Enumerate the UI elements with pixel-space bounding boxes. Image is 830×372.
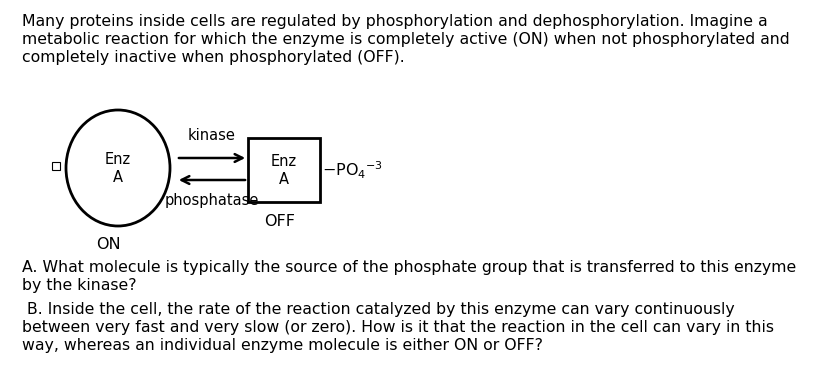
Bar — [248, 138, 320, 202]
Text: A: A — [113, 170, 123, 186]
Text: Enz: Enz — [271, 154, 297, 170]
Text: kinase: kinase — [188, 128, 236, 143]
Text: between very fast and very slow (or zero). How is it that the reaction in the ce: between very fast and very slow (or zero… — [22, 320, 774, 335]
Text: way, whereas an individual enzyme molecule is either ON or OFF?: way, whereas an individual enzyme molecu… — [22, 338, 543, 353]
Text: B. Inside the cell, the rate of the reaction catalyzed by this enzyme can vary c: B. Inside the cell, the rate of the reac… — [22, 302, 735, 317]
Text: completely inactive when phosphorylated (OFF).: completely inactive when phosphorylated … — [22, 50, 405, 65]
Text: by the kinase?: by the kinase? — [22, 278, 137, 293]
Text: metabolic reaction for which the enzyme is completely active (ON) when not phosp: metabolic reaction for which the enzyme … — [22, 32, 789, 47]
Text: $-\mathrm{PO_4}^{-3}$: $-\mathrm{PO_4}^{-3}$ — [322, 159, 383, 181]
Text: Many proteins inside cells are regulated by phosphorylation and dephosphorylatio: Many proteins inside cells are regulated… — [22, 14, 768, 29]
Text: OFF: OFF — [265, 214, 295, 229]
Bar — [52, 162, 60, 170]
Text: ON: ON — [95, 237, 120, 252]
Text: Enz: Enz — [105, 153, 131, 167]
Text: A: A — [279, 173, 289, 187]
Text: A. What molecule is typically the source of the phosphate group that is transfer: A. What molecule is typically the source… — [22, 260, 796, 275]
Text: phosphatase: phosphatase — [165, 193, 259, 208]
